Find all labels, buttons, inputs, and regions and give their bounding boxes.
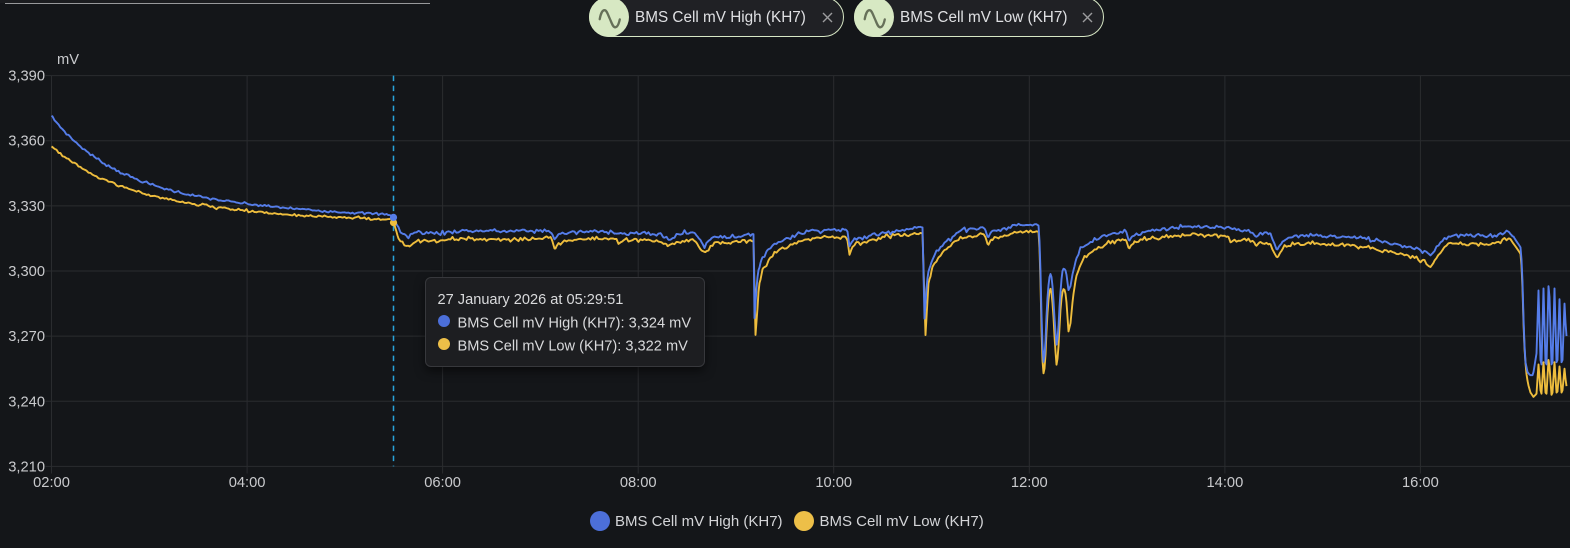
svg-text:3,240: 3,240 [8,394,45,410]
svg-text:mV: mV [57,52,79,68]
svg-text:3,300: 3,300 [8,264,45,280]
svg-text:3,210: 3,210 [8,459,45,475]
svg-text:3,330: 3,330 [8,199,45,215]
svg-text:08:00: 08:00 [620,475,657,491]
svg-text:06:00: 06:00 [424,475,461,491]
svg-text:16:00: 16:00 [1402,475,1439,491]
svg-text:02:00: 02:00 [33,475,70,491]
svg-text:3,360: 3,360 [8,134,45,150]
svg-text:14:00: 14:00 [1207,475,1244,491]
svg-text:3,390: 3,390 [8,69,45,85]
svg-text:04:00: 04:00 [229,475,266,491]
svg-text:10:00: 10:00 [815,475,852,491]
svg-text:3,270: 3,270 [8,329,45,345]
svg-text:12:00: 12:00 [1011,475,1048,491]
